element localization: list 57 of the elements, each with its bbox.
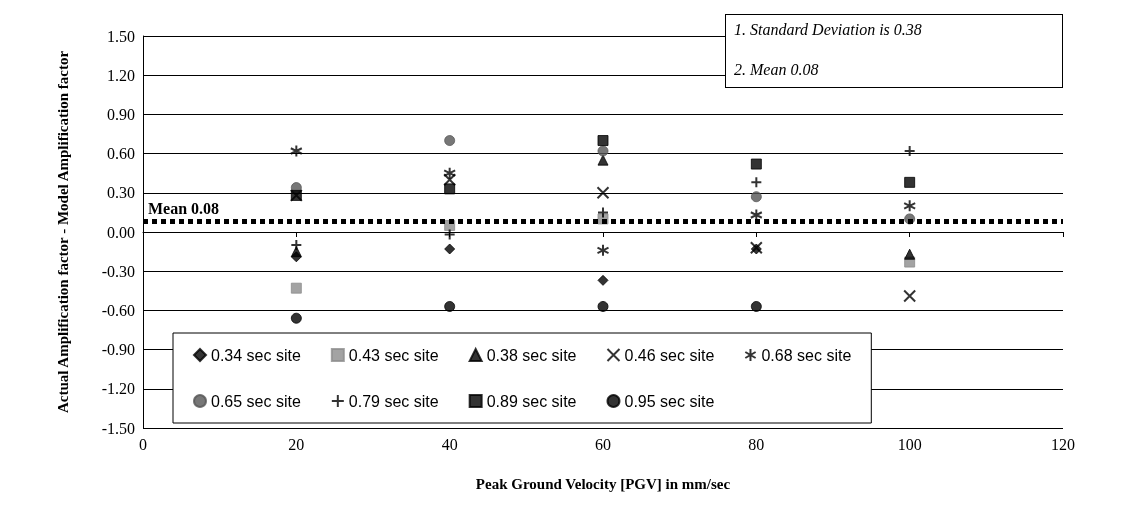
y-tick-label: 0.00 [107, 223, 135, 241]
y-tick-label: -1.20 [101, 380, 135, 398]
y-tick-label: 0.90 [107, 105, 135, 123]
point [444, 243, 456, 255]
x-tick-label: 120 [1051, 435, 1075, 453]
x-tick-label: 40 [441, 435, 458, 453]
legend-label: 0.95 sec site [624, 392, 715, 410]
point [904, 248, 916, 260]
legend-label: 0.34 sec site [211, 346, 301, 364]
point [904, 176, 916, 188]
legend-label: 0.79 sec site [348, 392, 439, 410]
legend-label: 0.65 sec site [211, 392, 301, 410]
point [444, 300, 456, 312]
x-tick-label: 80 [748, 435, 765, 453]
x-axis-title: Peak Ground Velocity [PGV] in mm/sec [475, 475, 731, 492]
y-axis-title: Actual Amplification factor - Model Amplification factor [55, 50, 71, 414]
y-tick-label: -0.60 [101, 301, 135, 319]
point [597, 135, 609, 147]
point [750, 176, 763, 189]
annotation: 1. Standard Deviation is 0.38 [734, 21, 923, 39]
y-tick-label: -1.50 [101, 419, 135, 437]
point [750, 158, 762, 170]
point [597, 154, 609, 166]
y-tick-label: 0.30 [107, 184, 135, 202]
point [443, 228, 456, 241]
x-tick-label: 0 [139, 435, 147, 453]
point [444, 135, 456, 147]
point [750, 300, 762, 312]
x-tick-label: 60 [595, 435, 611, 453]
x-tick-label: 100 [897, 435, 922, 453]
y-tick-label: -0.90 [101, 341, 135, 359]
point [289, 144, 303, 158]
y-tick-label: 0.60 [107, 145, 135, 163]
point [290, 312, 302, 324]
point [444, 183, 456, 195]
legend-label: 0.89 sec site [486, 392, 577, 410]
point [597, 274, 609, 286]
point [903, 289, 917, 303]
y-tick-label: 1.20 [107, 66, 135, 84]
point [597, 300, 609, 312]
legend-label: 0.43 sec site [348, 346, 439, 364]
y-tick-label: -0.30 [101, 262, 135, 280]
point [903, 199, 917, 213]
legend-label: 0.38 sec site [486, 346, 577, 364]
x-tick-label: 20 [288, 435, 305, 453]
annotation: 2. Mean 0.08 [734, 61, 820, 79]
point [750, 191, 762, 203]
point [290, 282, 302, 294]
point [596, 243, 610, 257]
point [596, 186, 610, 200]
ref-line-label: Mean 0.08 [148, 200, 220, 218]
note-box: 1. Standard Deviation is 0.38 2. Mean 0.08 [725, 14, 1063, 88]
y-tick-label: 1.50 [107, 27, 135, 45]
legend-label: 0.68 sec site [761, 346, 852, 364]
point [597, 145, 609, 157]
point [597, 206, 609, 219]
legend-label: 0.46 sec site [624, 346, 715, 364]
